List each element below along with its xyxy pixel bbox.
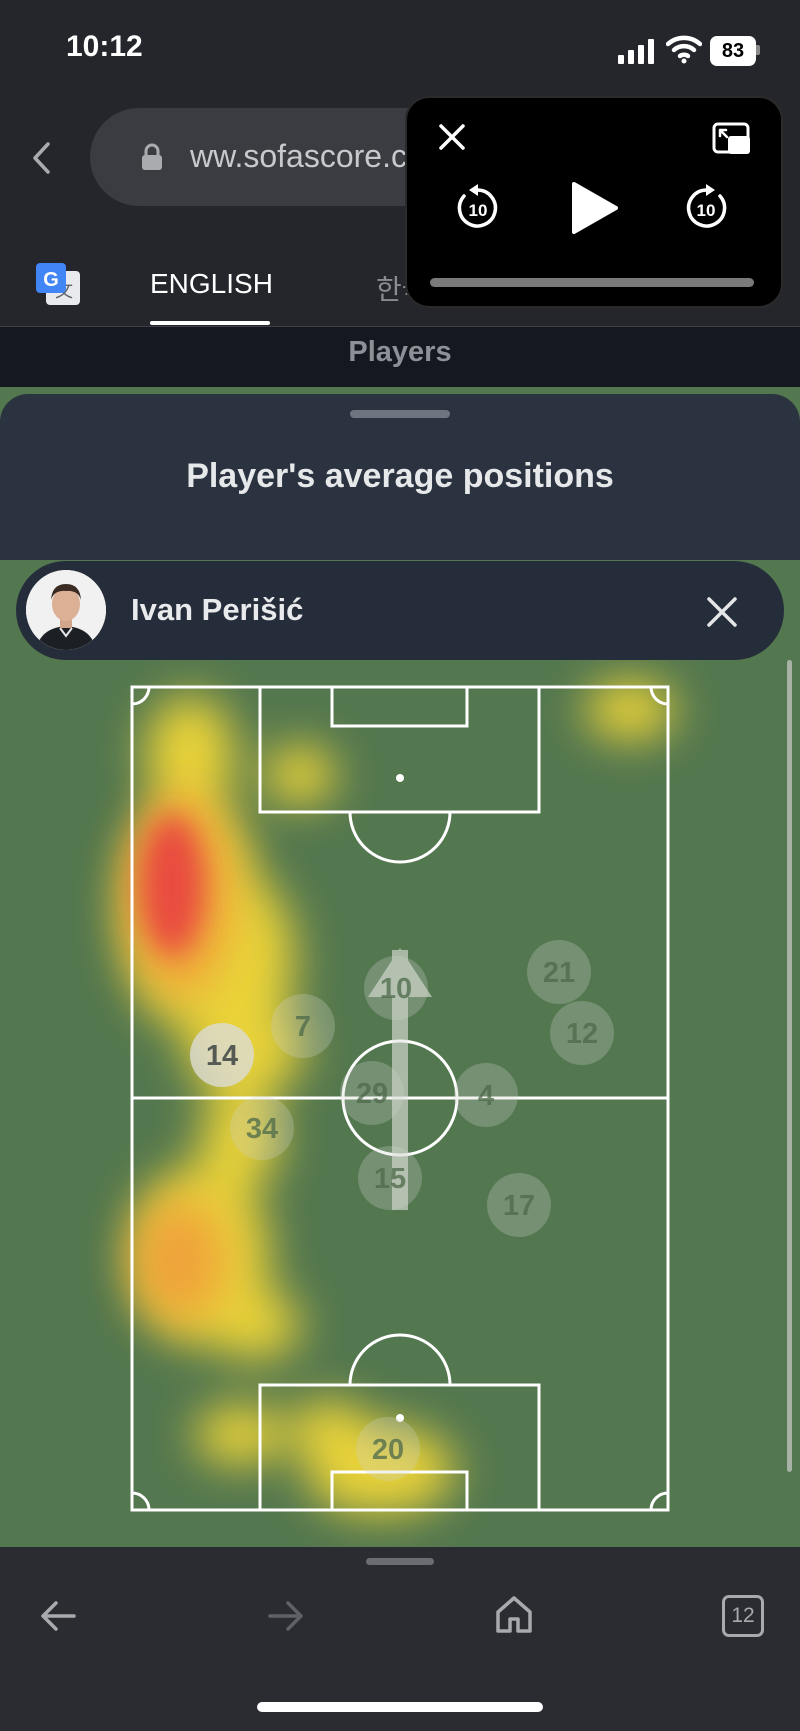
battery-cap-icon <box>756 45 760 55</box>
play-icon[interactable] <box>568 180 620 236</box>
svg-text:15: 15 <box>374 1163 406 1195</box>
home-icon[interactable] <box>494 1594 534 1634</box>
skip-back-icon[interactable]: 10 <box>452 182 504 234</box>
forward-arrow-icon[interactable] <box>266 1598 306 1634</box>
player-selector[interactable] <box>16 561 784 660</box>
svg-text:4: 4 <box>478 1080 494 1112</box>
url-text[interactable]: ww.sofascore.c <box>190 138 407 174</box>
player-avatar <box>26 570 106 650</box>
svg-text:10: 10 <box>380 973 412 1005</box>
player-marker-29[interactable]: 29 <box>340 1061 404 1125</box>
status-time: 10:12 <box>66 30 143 63</box>
player-marker-15[interactable]: 15 <box>358 1146 422 1210</box>
back-chevron-icon[interactable] <box>30 140 54 176</box>
svg-text:12: 12 <box>566 1018 598 1050</box>
google-translate-icon[interactable]: 文 G <box>34 261 82 309</box>
tab-active-indicator <box>150 321 270 325</box>
scrollbar[interactable] <box>787 660 792 1472</box>
player-marker-21[interactable]: 21 <box>527 940 591 1004</box>
penalty-spot-top <box>396 774 404 782</box>
svg-text:21: 21 <box>543 957 575 989</box>
player-marker-12[interactable]: 12 <box>550 1001 614 1065</box>
tab-english[interactable]: ENGLISH <box>150 268 273 299</box>
wifi-icon <box>666 35 702 64</box>
cellular-signal-icon <box>618 38 656 64</box>
svg-text:7: 7 <box>295 1011 311 1043</box>
players-header <box>0 327 800 387</box>
player-marker-10[interactable]: 10 <box>364 956 428 1020</box>
svg-text:34: 34 <box>246 1113 278 1145</box>
tabs-button[interactable]: 12 <box>722 1595 764 1637</box>
svg-text:G: G <box>43 269 59 291</box>
pitch-heatmap: 14 7 10 21 12 29 4 34 <box>120 680 675 1515</box>
sheet-drag-handle[interactable] <box>350 410 450 418</box>
player-name: Ivan Perišić <box>131 592 304 627</box>
toolbar-handle[interactable] <box>366 1558 434 1565</box>
player-marker-17[interactable]: 17 <box>487 1173 551 1237</box>
player-marker-4[interactable]: 4 <box>454 1063 518 1127</box>
penalty-spot-bottom <box>396 1414 404 1422</box>
lock-icon <box>142 143 162 170</box>
sheet-header <box>0 394 800 560</box>
attack-direction-arrow <box>368 948 432 1210</box>
close-icon[interactable] <box>706 596 738 628</box>
pip-progress-bar[interactable] <box>430 278 754 287</box>
sheet-title: Player's average positions <box>186 457 614 495</box>
player-marker-7[interactable]: 7 <box>271 994 335 1058</box>
player-markers: 14 7 10 21 12 29 4 34 <box>190 940 614 1481</box>
heat-zones-red <box>140 815 204 955</box>
player-marker-34[interactable]: 34 <box>230 1096 294 1160</box>
svg-text:17: 17 <box>503 1190 535 1222</box>
pip-close-icon[interactable] <box>438 123 466 151</box>
player-marker-14[interactable]: 14 <box>190 1023 254 1087</box>
svg-text:29: 29 <box>356 1078 388 1110</box>
svg-text:10: 10 <box>697 201 716 220</box>
divider <box>0 326 800 327</box>
svg-text:20: 20 <box>372 1434 404 1466</box>
back-arrow-icon[interactable] <box>38 1598 78 1634</box>
pip-restore-icon[interactable] <box>712 122 750 154</box>
player-marker-20[interactable]: 20 <box>356 1417 420 1481</box>
browser-toolbar <box>0 1547 800 1731</box>
skip-forward-icon[interactable]: 10 <box>680 182 732 234</box>
svg-text:10: 10 <box>469 201 488 220</box>
battery-indicator: 83 <box>710 36 756 66</box>
home-indicator[interactable] <box>257 1702 543 1712</box>
svg-text:14: 14 <box>206 1040 238 1072</box>
section-title: Players <box>348 336 452 368</box>
